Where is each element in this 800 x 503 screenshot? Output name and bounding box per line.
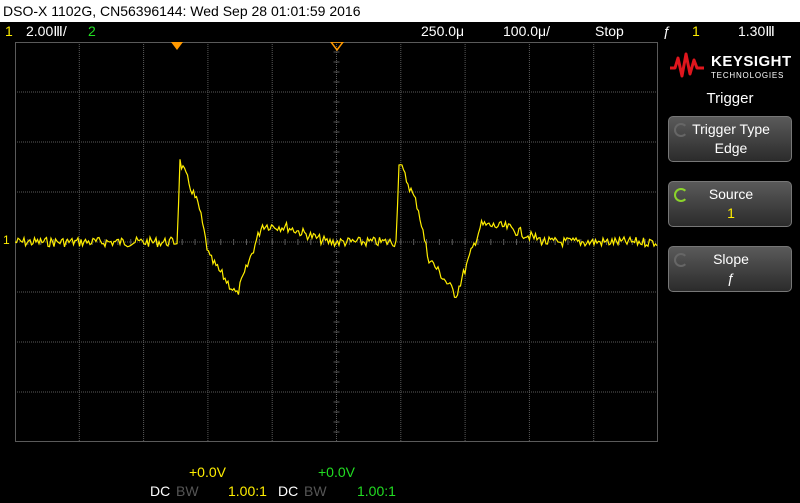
ch2-probe[interactable]: 1.00:1 <box>357 483 396 499</box>
softkey-label: Slope <box>713 251 749 267</box>
softkey-panel: KEYSIGHT TECHNOLOGIES Trigger Trigger Ty… <box>660 42 800 503</box>
ch1-ground-marker[interactable]: 1 <box>3 233 10 247</box>
menu-title: Trigger <box>706 90 754 107</box>
logo-name: KEYSIGHT <box>711 53 792 70</box>
run-state[interactable]: Stop <box>595 23 624 39</box>
channel-info-bar: +0.0V DC BW 1.00:1 +0.0V DC BW 1.00:1 <box>0 446 660 503</box>
softkey-source[interactable]: Source 1 <box>668 181 792 227</box>
knob-icon <box>674 253 688 267</box>
softkey-label: Source <box>708 186 754 202</box>
ch2-bw-limit[interactable]: BW <box>304 483 327 499</box>
trigger-source[interactable]: 1 <box>692 23 700 39</box>
ch2-coupling[interactable]: DC <box>278 483 299 499</box>
ch1-bw-limit[interactable]: BW <box>176 483 199 499</box>
ch2-offset[interactable]: +0.0V <box>318 464 355 480</box>
ch1-offset[interactable]: +0.0V <box>189 464 226 480</box>
ch1-probe[interactable]: 1.00:1 <box>228 483 267 499</box>
ch2-number[interactable]: 2 <box>88 23 96 39</box>
time-reference-marker <box>330 42 344 52</box>
ch1-trace <box>15 159 658 299</box>
delay[interactable]: 100.0μ/ <box>503 23 550 39</box>
trigger-level[interactable]: 1.30Ⅲ <box>738 23 775 39</box>
softkey-slope[interactable]: Slope ƒ <box>668 246 792 292</box>
knob-active-icon <box>674 188 688 202</box>
ch1-coupling[interactable]: DC <box>150 483 171 499</box>
ch1-scale[interactable]: 2.00Ⅲ/ <box>26 23 67 39</box>
logo-sub: TECHNOLOGIES <box>711 71 785 80</box>
timebase[interactable]: 250.0μ <box>421 23 465 39</box>
trigger-position-marker <box>171 42 183 50</box>
keysight-logo: KEYSIGHT TECHNOLOGIES <box>668 48 798 88</box>
waveform-display[interactable]: T <box>15 42 658 442</box>
softkey-label: Trigger Type <box>692 121 770 137</box>
keysight-wave-icon <box>670 52 704 78</box>
softkey-value: 1 <box>727 205 735 221</box>
softkey-value: Edge <box>714 140 748 156</box>
window-title: DSO-X 1102G, CN56396144: Wed Sep 28 01:0… <box>0 0 800 22</box>
knob-icon <box>674 123 688 137</box>
softkey-value: ƒ <box>727 270 735 286</box>
softkey-trigger-type[interactable]: Trigger Type Edge <box>668 116 792 162</box>
trigger-edge-icon: ƒ <box>663 23 671 39</box>
ch1-number[interactable]: 1 <box>5 23 13 39</box>
status-bar: 1 2.00Ⅲ/ 2 250.0μ 100.0μ/ Stop ƒ 1 1.30Ⅲ <box>0 22 800 40</box>
